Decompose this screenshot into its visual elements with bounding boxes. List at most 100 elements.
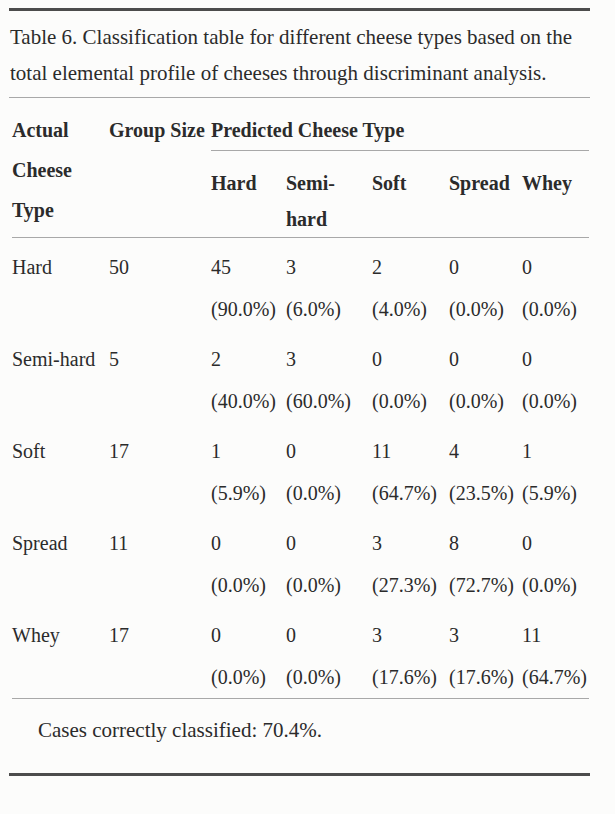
row-label: Spread [12,514,109,606]
pct-value: (0.0%) [211,564,282,606]
table-row-spread: Spread 11 0 (0.0%) 0 (0.0%) 3 (27.3%) 8 … [12,514,589,606]
pct-value: (0.0%) [449,288,518,330]
count-value: 0 [522,338,585,380]
pct-value: (17.6%) [449,656,518,698]
cell-count-pct: 3 (17.6%) [372,606,449,699]
count-value: 1 [522,430,585,472]
count-value: 0 [449,338,518,380]
pct-value: (0.0%) [522,564,585,606]
pct-value: (0.0%) [286,472,368,514]
cell-count-pct: 0 (0.0%) [449,238,522,331]
cell-count-pct: 45 (90.0%) [211,238,286,331]
pct-value: (27.3%) [372,564,445,606]
table-body: Hard 50 45 (90.0%) 3 (6.0%) 2 (4.0%) 0 (… [12,238,589,699]
cell-count-pct: 2 (4.0%) [372,238,449,331]
pct-value: (0.0%) [522,288,585,330]
header-predicted-whey: Whey [522,151,589,238]
bottom-rule [9,773,590,776]
cell-count-pct: 3 (6.0%) [286,238,372,331]
count-value: 1 [211,430,282,472]
cell-count-pct: 0 (0.0%) [211,514,286,606]
row-label: Soft [12,422,109,514]
count-value: 4 [449,430,518,472]
cell-count-pct: 8 (72.7%) [449,514,522,606]
cell-count-pct: 3 (60.0%) [286,330,372,422]
group-size-cell: 50 [109,238,211,331]
count-value: 0 [522,246,585,288]
count-value: 0 [286,614,368,656]
row-label: Semi-hard [12,330,109,422]
pct-value: (5.9%) [211,472,282,514]
table-row-soft: Soft 17 1 (5.9%) 0 (0.0%) 11 (64.7%) 4 (… [12,422,589,514]
cell-count-pct: 0 (0.0%) [286,422,372,514]
table-caption: Table 6. Classification table for differ… [10,19,589,91]
count-value: 2 [372,246,445,288]
cell-count-pct: 4 (23.5%) [449,422,522,514]
count-value: 0 [211,522,282,564]
paper-table-page: Table 6. Classification table for differ… [0,8,615,814]
cell-count-pct: 11 (64.7%) [522,606,589,699]
table-footnote: Cases correctly classified: 70.4%. [38,717,591,743]
cell-count-pct: 0 (0.0%) [449,330,522,422]
count-value: 0 [522,522,585,564]
header-actual-cheese-type: Actual Cheese Type [12,98,109,238]
header-row-group: Actual Cheese Type Group Size Predicted … [12,98,589,151]
group-size-cell: 17 [109,606,211,699]
pct-value: (60.0%) [286,380,368,422]
group-size-cell: 11 [109,514,211,606]
count-value: 0 [286,430,368,472]
classification-table: Actual Cheese Type Group Size Predicted … [12,98,589,699]
cell-count-pct: 0 (0.0%) [286,514,372,606]
count-value: 0 [286,522,368,564]
pct-value: (0.0%) [211,656,282,698]
header-group-size: Group Size [109,98,211,238]
count-value: 11 [522,614,585,656]
count-value: 3 [372,522,445,564]
header-predicted-hard: Hard [211,151,286,238]
pct-value: (72.7%) [449,564,518,606]
count-value: 2 [211,338,282,380]
cell-count-pct: 0 (0.0%) [522,330,589,422]
cell-count-pct: 1 (5.9%) [211,422,286,514]
pct-value: (40.0%) [211,380,282,422]
count-value: 8 [449,522,518,564]
count-value: 0 [372,338,445,380]
row-label: Hard [12,238,109,331]
cell-count-pct: 3 (17.6%) [449,606,522,699]
pct-value: (64.7%) [522,656,585,698]
row-label: Whey [12,606,109,699]
pct-value: (90.0%) [211,288,282,330]
table-row-whey: Whey 17 0 (0.0%) 0 (0.0%) 3 (17.6%) 3 (1… [12,606,589,699]
cell-count-pct: 0 (0.0%) [522,238,589,331]
count-value: 3 [286,246,368,288]
table-header: Actual Cheese Type Group Size Predicted … [12,98,589,238]
header-predicted-soft: Soft [372,151,449,238]
pct-value: (0.0%) [372,380,445,422]
count-value: 0 [211,614,282,656]
pct-value: (23.5%) [449,472,518,514]
count-value: 45 [211,246,282,288]
pct-value: (17.6%) [372,656,445,698]
pct-value: (64.7%) [372,472,445,514]
group-size-cell: 17 [109,422,211,514]
header-predicted-semi-hard: Semi-hard [286,151,372,238]
cell-count-pct: 1 (5.9%) [522,422,589,514]
pct-value: (0.0%) [522,380,585,422]
count-value: 3 [372,614,445,656]
cell-count-pct: 0 (0.0%) [522,514,589,606]
pct-value: (5.9%) [522,472,585,514]
cell-count-pct: 11 (64.7%) [372,422,449,514]
cell-count-pct: 2 (40.0%) [211,330,286,422]
count-value: 0 [449,246,518,288]
table-row-semi-hard: Semi-hard 5 2 (40.0%) 3 (60.0%) 0 (0.0%)… [12,330,589,422]
header-predicted-cheese-type: Predicted Cheese Type [211,98,589,151]
count-value: 3 [449,614,518,656]
pct-value: (0.0%) [286,656,368,698]
cell-count-pct: 3 (27.3%) [372,514,449,606]
count-value: 11 [372,430,445,472]
cell-count-pct: 0 (0.0%) [286,606,372,699]
pct-value: (0.0%) [449,380,518,422]
header-predicted-spread: Spread [449,151,522,238]
group-size-cell: 5 [109,330,211,422]
pct-value: (0.0%) [286,564,368,606]
